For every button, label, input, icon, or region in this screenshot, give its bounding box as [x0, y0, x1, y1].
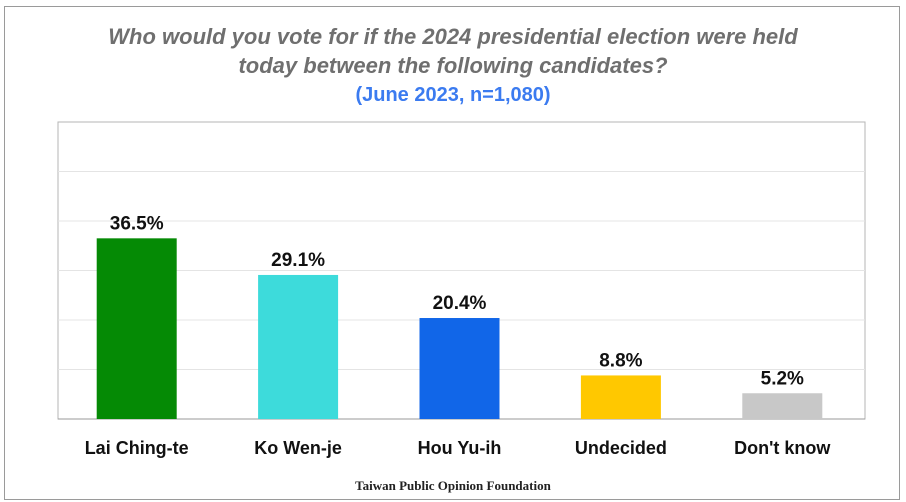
chart-title-line-1: Who would you vote for if the 2024 presi…	[108, 24, 798, 49]
bar-undecided	[580, 375, 661, 419]
bar-lai-ching-te	[96, 238, 177, 419]
chart-title-line-2: today between the following candidates?	[238, 53, 668, 78]
data-label: 29.1%	[271, 250, 325, 271]
x-tick-label: Undecided	[575, 438, 667, 458]
data-label: 5.2%	[761, 368, 804, 389]
data-label: 20.4%	[433, 293, 487, 314]
x-tick-label: Lai Ching-te	[85, 438, 189, 458]
x-tick-label: Ko Wen-je	[254, 438, 342, 458]
x-tick-label: Hou Yu-ih	[418, 438, 502, 458]
chart-title: Who would you vote for if the 2024 presi…	[0, 22, 906, 80]
data-label: 36.5%	[110, 213, 164, 234]
bar-don-t-know	[742, 393, 823, 419]
source-credit: Taiwan Public Opinion Foundation	[355, 478, 551, 493]
x-tick-label: Don't know	[734, 438, 831, 458]
bar-hou-yu-ih	[419, 318, 500, 419]
bar-ko-wen-je	[258, 274, 339, 419]
chart-subtitle: (June 2023, n=1,080)	[355, 84, 551, 106]
data-label: 8.8%	[599, 350, 642, 371]
